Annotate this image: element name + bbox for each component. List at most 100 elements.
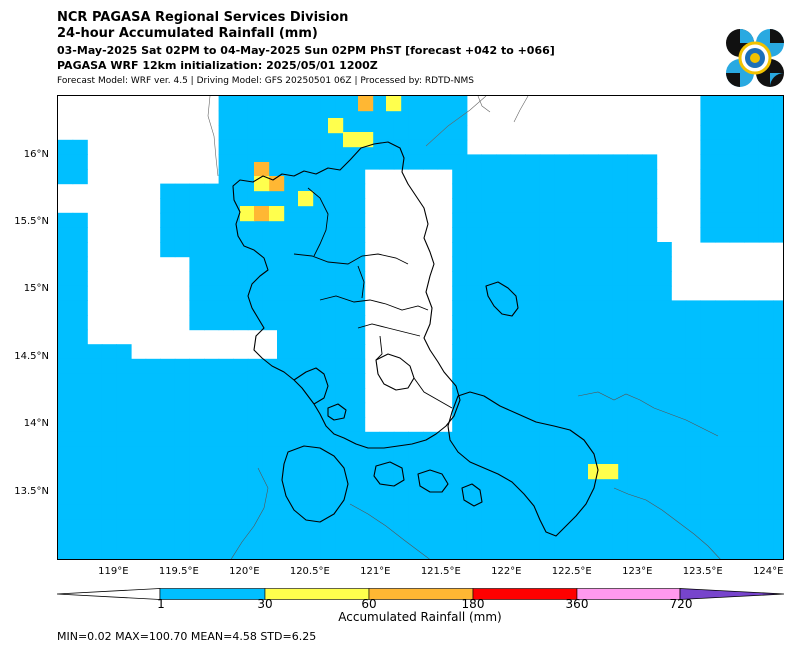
rain-cell (510, 227, 526, 243)
rain-cell (131, 490, 147, 506)
rain-cell (320, 198, 336, 214)
ticao-island (461, 483, 483, 507)
rain-cell (671, 490, 687, 506)
rain-cell (160, 227, 176, 243)
rain-cell (204, 373, 220, 389)
rain-cell (408, 446, 424, 462)
rain-cell (554, 417, 570, 433)
rain-cell (466, 285, 482, 301)
rain-cell (58, 344, 74, 360)
rain-cell (233, 475, 249, 491)
colorbar-segment (472, 588, 578, 600)
rain-cell (350, 315, 366, 331)
rainfall-map[interactable] (57, 95, 784, 560)
rain-cell (204, 256, 220, 272)
rain-cell (437, 96, 453, 112)
rain-cell (525, 431, 541, 447)
rain-cell (452, 110, 468, 126)
rain-cell (481, 242, 497, 258)
rain-cell (525, 446, 541, 462)
lon-label: 124°E (753, 566, 784, 577)
rain-cell (87, 402, 103, 418)
rain-cell (539, 373, 555, 389)
rain-cell (423, 154, 439, 170)
rain-cell (583, 402, 599, 418)
rain-cell (160, 475, 176, 491)
rain-cell (218, 154, 234, 170)
rain-cell (627, 227, 643, 243)
rain-cell (101, 519, 117, 535)
rain-cell (379, 504, 395, 520)
rain-cell (452, 169, 468, 185)
rain-cell (554, 446, 570, 462)
rain-cell (773, 329, 783, 345)
rain-cell (218, 519, 234, 535)
rain-cell (466, 358, 482, 374)
rain-cell (58, 461, 74, 477)
rain-cell (525, 417, 541, 433)
lat-label: 15.5°N (14, 216, 49, 228)
rain-cell (466, 388, 482, 404)
rain-cell (174, 475, 190, 491)
rain-cell (583, 344, 599, 360)
rain-cell (758, 431, 774, 447)
rain-cell (364, 154, 380, 170)
manila-bay-outline (293, 367, 329, 405)
rain-cell (218, 271, 234, 287)
rain-cell (320, 461, 336, 477)
rain-cell (291, 139, 307, 155)
rain-cell (72, 271, 88, 287)
rain-cell (525, 212, 541, 228)
rain-cell (715, 490, 731, 506)
rain-cell (642, 256, 658, 272)
rain-cell (204, 519, 220, 535)
rain-cell (233, 402, 249, 418)
rain-cell (131, 519, 147, 535)
rain-cell (627, 519, 643, 535)
rain-cell (291, 402, 307, 418)
rain-cell (729, 548, 745, 559)
rain-cell (437, 490, 453, 506)
rain-cell (554, 329, 570, 345)
rain-cell (452, 139, 468, 155)
rain-cell (379, 431, 395, 447)
rain-cell (715, 519, 731, 535)
rain-cell (627, 344, 643, 360)
rain-cell (174, 431, 190, 447)
rain-cell (291, 388, 307, 404)
rain-cell (218, 285, 234, 301)
rain-cell (466, 344, 482, 360)
rain-cell (291, 475, 307, 491)
rain-cell (320, 519, 336, 535)
rain-cell (744, 169, 760, 185)
rain-cell (350, 548, 366, 559)
rain-cell (612, 431, 628, 447)
rain-cell-heavy (254, 176, 270, 192)
rain-cell-heavy (269, 176, 285, 192)
rain-cell (554, 548, 570, 559)
rain-cell (189, 475, 205, 491)
rain-cell (656, 242, 672, 258)
rain-cell (700, 110, 716, 126)
rain-cell (218, 300, 234, 316)
rain-cell (466, 271, 482, 287)
rain-cell (277, 402, 293, 418)
rain-cell (58, 315, 74, 331)
rain-cell (773, 183, 783, 199)
rain-cell (306, 169, 322, 185)
colorbar-min-extension (57, 588, 161, 600)
rain-cell (306, 212, 322, 228)
rain-cell (408, 475, 424, 491)
rain-cell (539, 534, 555, 550)
province-boundaries (293, 187, 453, 409)
rain-cell (291, 154, 307, 170)
rain-cell (335, 504, 351, 520)
rain-cell (233, 169, 249, 185)
rain-cell (131, 388, 147, 404)
rain-cell (569, 212, 585, 228)
rain-cell (204, 417, 220, 433)
laguna-lake (375, 353, 415, 391)
rain-cell-heavy (269, 206, 285, 222)
rain-cell (160, 373, 176, 389)
rain-cell (116, 461, 132, 477)
